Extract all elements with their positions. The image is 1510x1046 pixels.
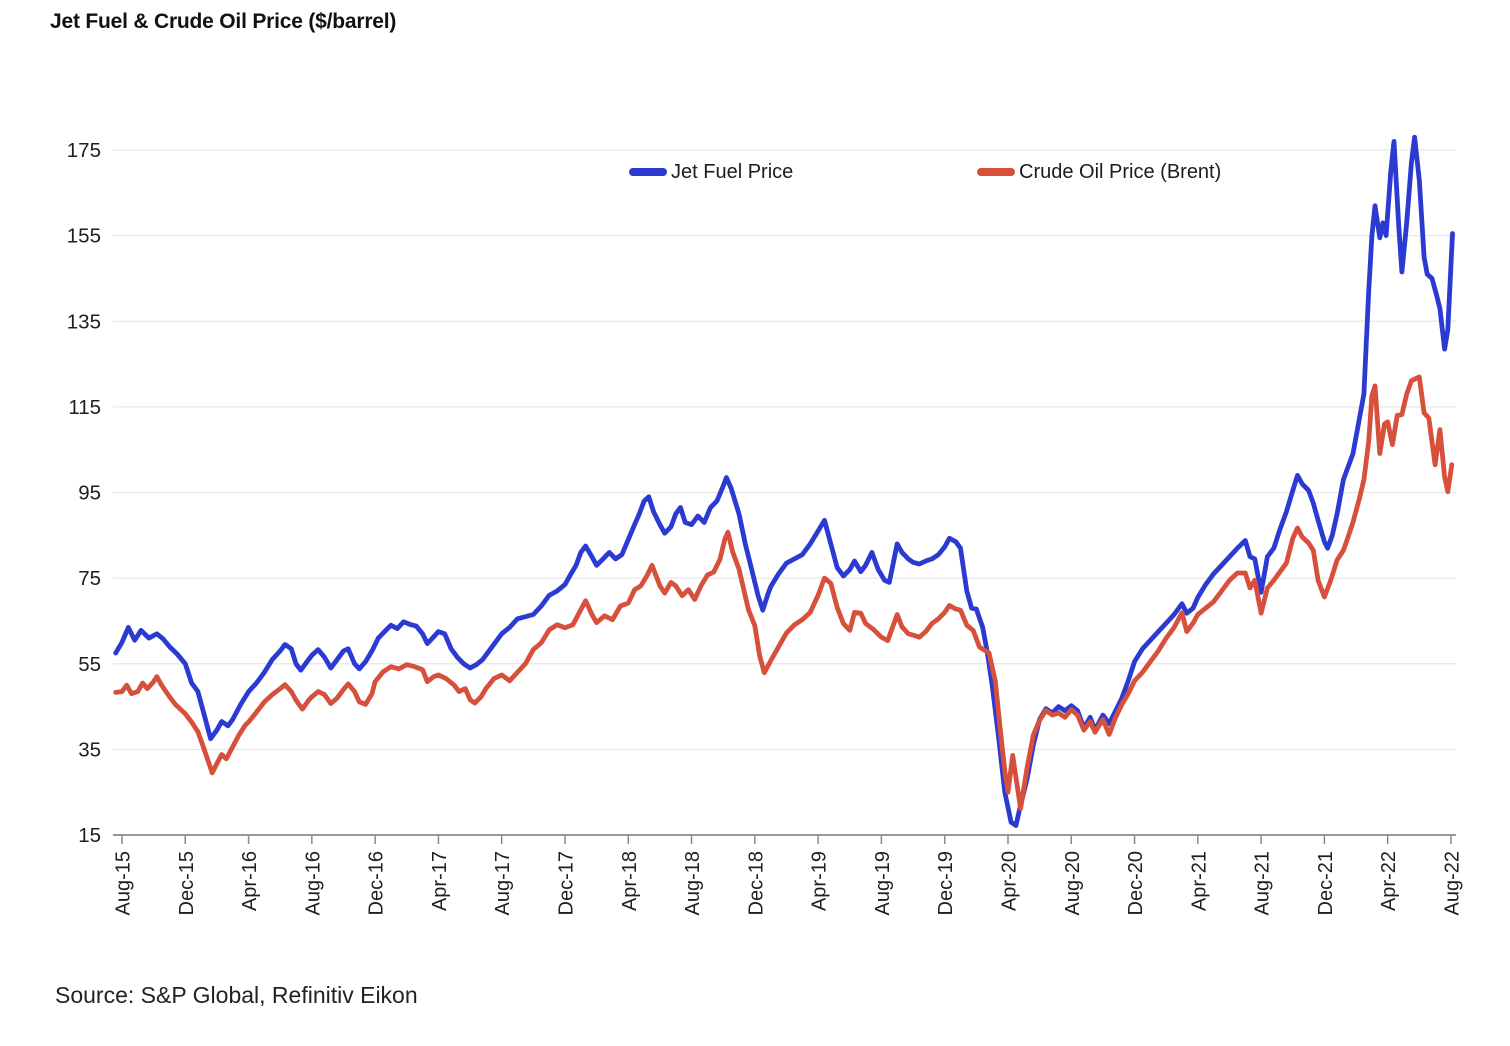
x-tick-label: Apr-20 [998, 851, 1020, 911]
x-tick-label: Aug-15 [113, 851, 135, 916]
y-tick-label: 35 [78, 738, 101, 761]
x-tick-label: Aug-17 [492, 851, 514, 916]
x-tick-label: Dec-15 [176, 851, 198, 915]
x-tick-label: Dec-18 [745, 851, 767, 915]
x-tick-label: Apr-18 [619, 851, 641, 911]
x-tick-label: Dec-21 [1315, 851, 1337, 915]
jet-fuel-legend-label: Jet Fuel Price [671, 160, 794, 183]
source-note: Source: S&P Global, Refinitiv Eikon [55, 982, 418, 1008]
y-tick-label: 115 [68, 396, 101, 419]
crude-oil-legend-label: Crude Oil Price (Brent) [1019, 160, 1222, 183]
x-tick-label: Aug-22 [1441, 851, 1463, 916]
series-line-crude-oil [113, 374, 1455, 811]
x-tick-label: Dec-17 [555, 851, 577, 915]
x-tick-label: Dec-19 [935, 851, 957, 915]
y-tick-label: 15 [78, 824, 101, 847]
y-tick-label: 155 [67, 225, 101, 248]
legend-item-jet-fuel: Jet Fuel Price [629, 160, 794, 183]
crude-oil-legend-swatch [977, 168, 1015, 176]
chart-title: Jet Fuel & Crude Oil Price ($/barrel) [50, 10, 397, 33]
jet-fuel-legend-swatch [629, 168, 667, 176]
x-tick-label: Apr-16 [239, 851, 261, 911]
series-line-jet-fuel [113, 134, 1455, 828]
x-tick-label: Aug-18 [682, 851, 704, 916]
x-tick-label: Dec-20 [1125, 851, 1147, 915]
y-tick-label: 135 [67, 310, 101, 333]
y-tick-label: 75 [78, 567, 101, 590]
x-tick-label: Aug-20 [1062, 851, 1084, 916]
x-tick-label: Apr-17 [429, 851, 451, 911]
x-tick-label: Apr-19 [809, 851, 831, 911]
legend-item-crude-oil: Crude Oil Price (Brent) [977, 160, 1222, 183]
x-tick-label: Dec-16 [366, 851, 388, 915]
x-tick-label: Aug-16 [302, 851, 324, 916]
y-tick-label: 95 [78, 482, 101, 505]
x-tick-label: Aug-19 [872, 851, 894, 916]
x-tick-label: Apr-22 [1378, 851, 1400, 911]
y-tick-label: 55 [78, 653, 101, 676]
y-tick-label: 175 [67, 139, 101, 162]
x-tick-label: Aug-21 [1252, 851, 1274, 916]
x-tick-label: Apr-21 [1188, 851, 1210, 911]
